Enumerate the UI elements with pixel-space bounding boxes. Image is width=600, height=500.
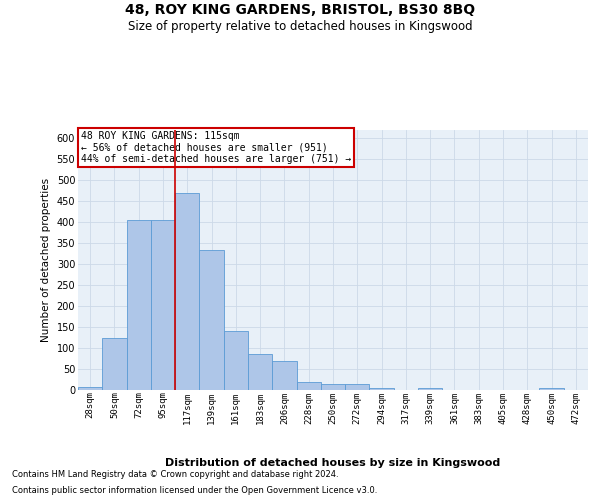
Bar xyxy=(345,384,370,390)
Bar xyxy=(151,220,175,390)
Bar xyxy=(224,332,248,390)
Bar xyxy=(248,354,272,390)
Text: Contains public sector information licensed under the Open Government Licence v3: Contains public sector information licen… xyxy=(12,486,377,495)
Bar xyxy=(539,388,564,390)
Bar xyxy=(127,220,151,390)
Y-axis label: Number of detached properties: Number of detached properties xyxy=(41,178,51,342)
Bar xyxy=(370,388,394,390)
Bar xyxy=(296,382,321,390)
Text: Contains HM Land Registry data © Crown copyright and database right 2024.: Contains HM Land Registry data © Crown c… xyxy=(12,470,338,479)
Text: Size of property relative to detached houses in Kingswood: Size of property relative to detached ho… xyxy=(128,20,472,33)
Text: Distribution of detached houses by size in Kingswood: Distribution of detached houses by size … xyxy=(166,458,500,468)
Bar xyxy=(272,360,296,390)
Bar xyxy=(175,193,199,390)
Bar xyxy=(418,388,442,390)
Text: 48, ROY KING GARDENS, BRISTOL, BS30 8BQ: 48, ROY KING GARDENS, BRISTOL, BS30 8BQ xyxy=(125,2,475,16)
Text: 48 ROY KING GARDENS: 115sqm
← 56% of detached houses are smaller (951)
44% of se: 48 ROY KING GARDENS: 115sqm ← 56% of det… xyxy=(80,132,351,164)
Bar xyxy=(102,338,127,390)
Bar xyxy=(78,387,102,390)
Bar xyxy=(199,250,224,390)
Bar xyxy=(321,384,345,390)
